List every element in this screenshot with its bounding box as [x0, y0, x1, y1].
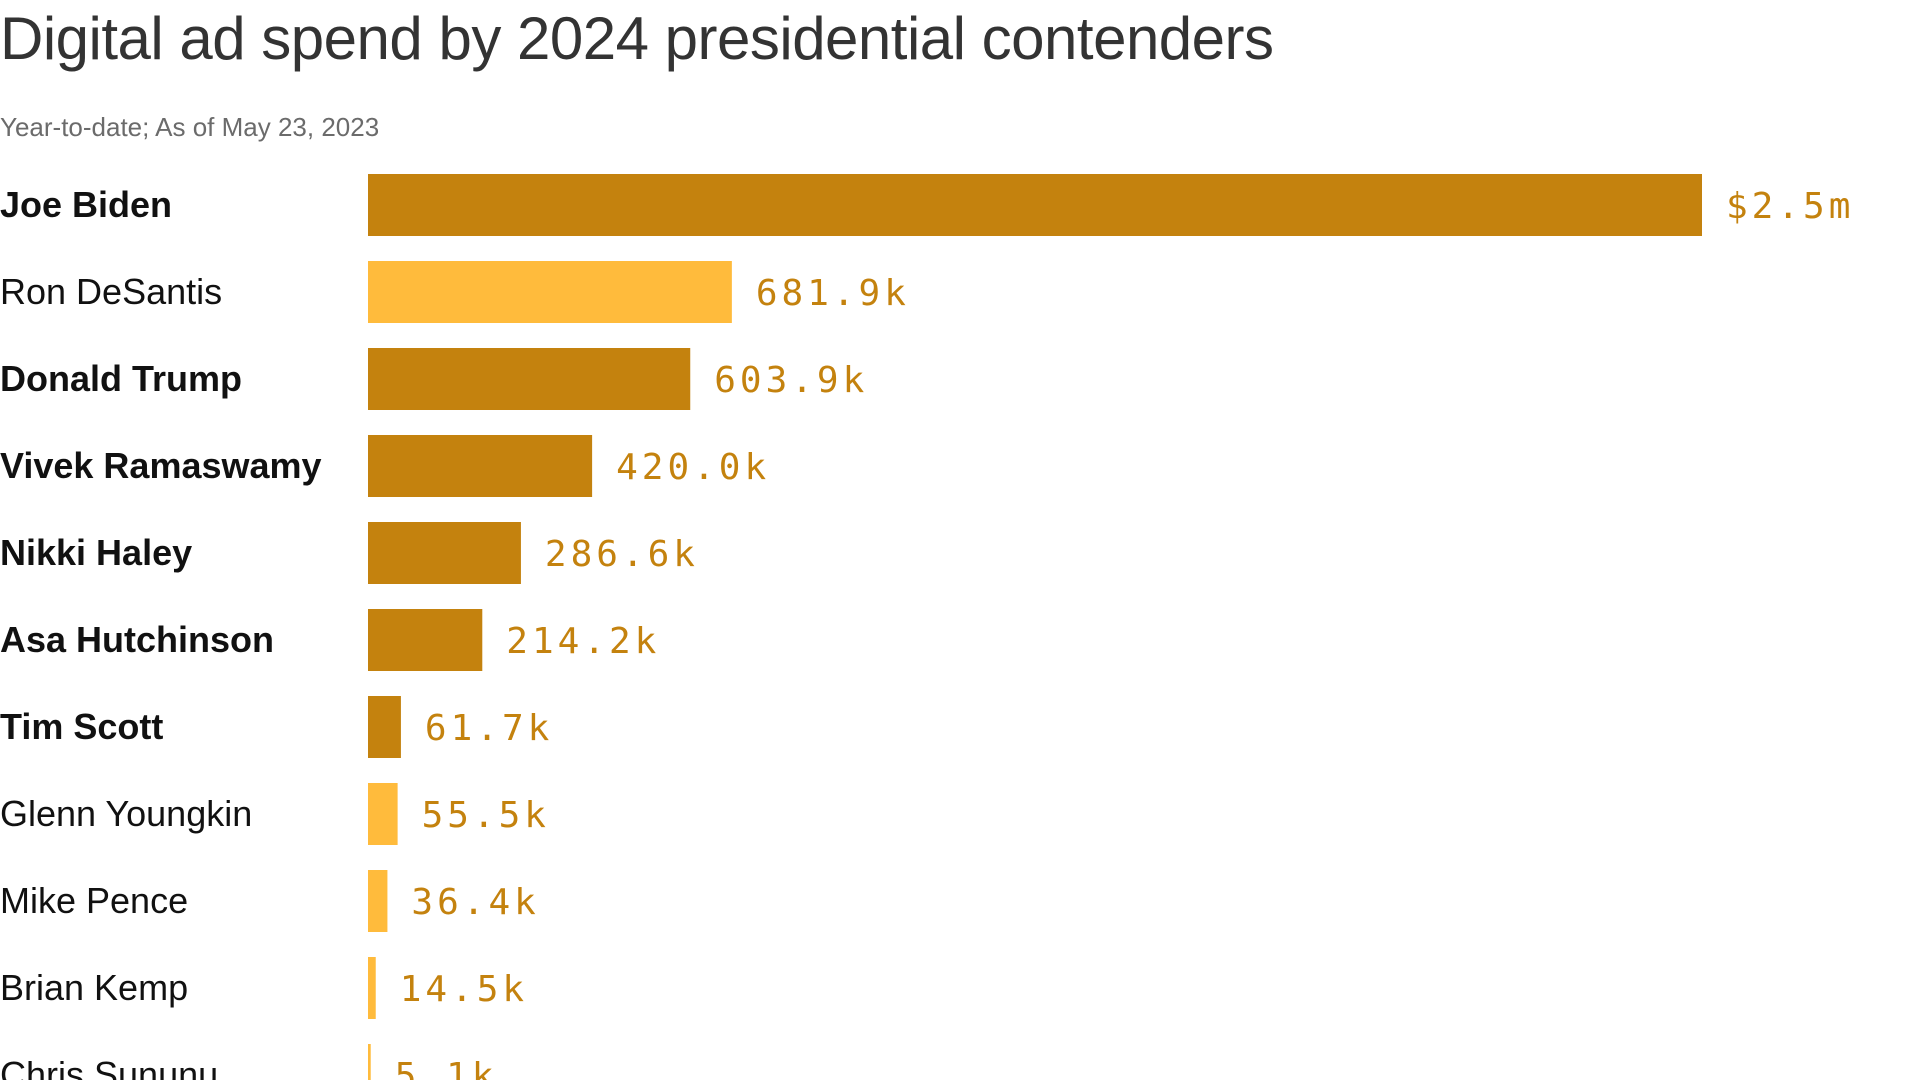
value-label-chris-sununu: 5.1k: [395, 1056, 498, 1080]
value-label-tim-scott: 61.7k: [425, 708, 553, 749]
value-label-ron-desantis: 681.9k: [756, 273, 910, 314]
category-label-mike-pence: Mike Pence: [0, 880, 188, 921]
chart-subtitle: Year-to-date; As of May 23, 2023: [0, 112, 380, 142]
value-label-brian-kemp: 14.5k: [400, 969, 528, 1010]
bar-tim-scott: [368, 696, 401, 758]
value-label-glenn-youngkin: 55.5k: [422, 795, 550, 836]
bar-asa-hutchinson: [368, 609, 483, 671]
value-label-nikki-haley: 286.6k: [545, 534, 699, 575]
chart-title: Digital ad spend by 2024 presidential co…: [0, 5, 1274, 72]
bar-joe-biden: [368, 174, 1702, 236]
category-label-joe-biden: Joe Biden: [0, 184, 172, 225]
bar-brian-kemp: [368, 957, 376, 1019]
bar-ron-desantis: [368, 261, 732, 323]
value-label-mike-pence: 36.4k: [411, 882, 539, 923]
category-label-ron-desantis: Ron DeSantis: [0, 271, 222, 312]
category-label-chris-sununu: Chris Sununu: [0, 1054, 218, 1080]
value-label-vivek-ramaswamy: 420.0k: [616, 447, 770, 488]
category-label-brian-kemp: Brian Kemp: [0, 967, 188, 1008]
category-label-glenn-youngkin: Glenn Youngkin: [0, 793, 252, 834]
bar-vivek-ramaswamy: [368, 435, 593, 497]
bar-nikki-haley: [368, 522, 521, 584]
category-label-donald-trump: Donald Trump: [0, 358, 242, 399]
category-label-nikki-haley: Nikki Haley: [0, 532, 192, 573]
bar-mike-pence: [368, 870, 388, 932]
value-label-asa-hutchinson: 214.2k: [506, 621, 660, 662]
bar-donald-trump: [368, 348, 691, 410]
category-label-asa-hutchinson: Asa Hutchinson: [0, 619, 274, 660]
bar-glenn-youngkin: [368, 783, 398, 845]
category-label-vivek-ramaswamy: Vivek Ramaswamy: [0, 445, 322, 486]
value-label-joe-biden: $2.5m: [1726, 186, 1854, 227]
category-label-tim-scott: Tim Scott: [0, 706, 163, 747]
value-label-donald-trump: 603.9k: [714, 360, 868, 401]
bar-chris-sununu: [368, 1044, 371, 1080]
